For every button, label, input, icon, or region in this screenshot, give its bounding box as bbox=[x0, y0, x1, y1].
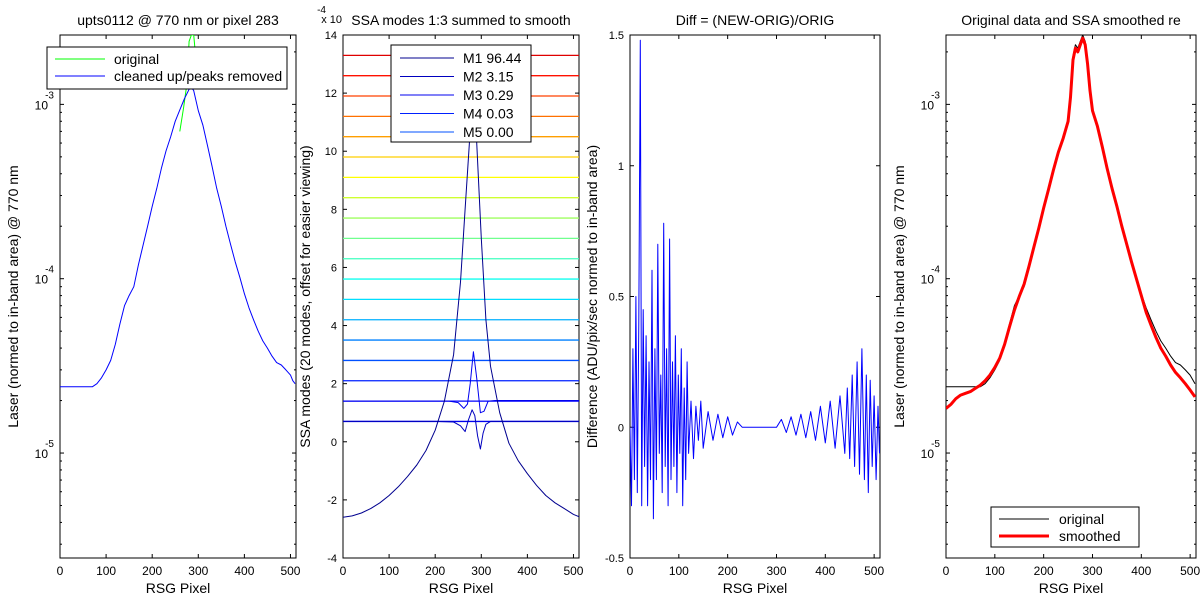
x-tick-label: 0 bbox=[57, 564, 64, 578]
chart-title: Diff = (NEW-ORIG)/ORIG bbox=[676, 12, 835, 28]
y-tick-label: 2 bbox=[331, 379, 337, 391]
y-tick-label: 0.5 bbox=[609, 292, 624, 304]
x-tick-label: 100 bbox=[669, 564, 689, 578]
series-line-1 bbox=[630, 39, 880, 520]
y-axis-label: SSA modes (20 modes, offset for easier v… bbox=[297, 145, 313, 447]
x-tick-label: 300 bbox=[471, 564, 491, 578]
y-tick-exponent: -4 bbox=[931, 265, 940, 276]
plot-area bbox=[59, 34, 297, 559]
chart-title: Original data and SSA smoothed re bbox=[961, 12, 1181, 28]
legend-label: cleaned up/peaks removed bbox=[114, 68, 282, 84]
legend-label: smoothed bbox=[1059, 528, 1120, 544]
x-tick-label: 300 bbox=[766, 564, 786, 578]
x-tick-label: 100 bbox=[96, 564, 116, 578]
y-tick-exponent: -3 bbox=[931, 90, 940, 101]
y-tick-label: 1.5 bbox=[609, 30, 624, 42]
legend-label: original bbox=[1059, 511, 1104, 527]
y-axis-label: Laser (normed to in-band area) @ 770 nm bbox=[891, 165, 907, 427]
y-tick-label: 10 bbox=[35, 98, 49, 112]
x-tick-label: 200 bbox=[1034, 564, 1054, 578]
y-scale-label: x 10 bbox=[321, 14, 342, 26]
y-tick-label: 10 bbox=[35, 273, 49, 287]
y-tick-label: 1 bbox=[618, 161, 624, 173]
y-axis-label: Laser (normed to in-band area) @ 770 nm bbox=[5, 165, 21, 427]
x-tick-label: 500 bbox=[1180, 564, 1200, 578]
x-tick-label: 200 bbox=[718, 564, 738, 578]
x-tick-label: 400 bbox=[815, 564, 835, 578]
x-axis-label: RSG Pixel bbox=[146, 580, 211, 596]
plot-data bbox=[946, 35, 1196, 410]
x-tick-label: 500 bbox=[280, 564, 300, 578]
legend-label: M3 0.29 bbox=[463, 87, 514, 103]
chart-title: upts0112 @ 770 nm or pixel 283 bbox=[77, 12, 279, 28]
plot-area bbox=[945, 34, 1197, 559]
y-axis-label: Difference (ADU/pix/sec normed to in-ban… bbox=[584, 145, 600, 448]
y-scale-exponent: -4 bbox=[317, 5, 326, 16]
series-line-2 bbox=[60, 87, 296, 388]
plot-data bbox=[60, 35, 296, 388]
legend-box bbox=[990, 506, 1140, 548]
y-tick-exponent: -3 bbox=[45, 90, 54, 101]
legend-box bbox=[46, 46, 288, 90]
chart-panel-3: Diff = (NEW-ORIG)/ORIG 0 100 200 300 400 500 RS… bbox=[584, 12, 884, 596]
plot-data bbox=[630, 39, 880, 520]
chart-title: SSA modes 1:3 summed to smooth bbox=[351, 12, 570, 28]
y-tick-label: -0.5 bbox=[605, 553, 624, 565]
x-tick-label: 100 bbox=[985, 564, 1005, 578]
x-axis-label: RSG Pixel bbox=[723, 580, 788, 596]
y-tick-label: 14 bbox=[325, 30, 337, 42]
y-tick-label: 10 bbox=[921, 98, 935, 112]
y-tick-label: 10 bbox=[35, 447, 49, 461]
x-tick-label: 500 bbox=[563, 564, 583, 578]
legend-label: M4 0.03 bbox=[463, 106, 514, 122]
x-tick-label: 400 bbox=[1131, 564, 1151, 578]
y-tick-label: -2 bbox=[327, 495, 337, 507]
x-tick-label: 400 bbox=[517, 564, 537, 578]
y-tick-label: -4 bbox=[327, 553, 337, 565]
y-tick-label: 4 bbox=[331, 321, 337, 333]
x-axis-label: RSG Pixel bbox=[429, 580, 494, 596]
x-tick-label: 200 bbox=[425, 564, 445, 578]
x-tick-label: 0 bbox=[943, 564, 950, 578]
y-tick-label: 0 bbox=[618, 422, 624, 434]
legend-label: M5 0.00 bbox=[463, 124, 514, 140]
x-tick-label: 0 bbox=[340, 564, 347, 578]
series-line-2 bbox=[946, 36, 1196, 410]
x-tick-label: 300 bbox=[188, 564, 208, 578]
x-axis-label: RSG Pixel bbox=[1039, 580, 1104, 596]
mode-2-line bbox=[343, 409, 579, 450]
y-tick-label: 10 bbox=[325, 146, 337, 158]
legend-box bbox=[390, 44, 532, 143]
y-tick-label: 6 bbox=[331, 262, 337, 274]
y-tick-exponent: -4 bbox=[45, 265, 54, 276]
legend-label: M1 96.44 bbox=[463, 50, 522, 66]
plot-area bbox=[629, 34, 881, 559]
mode-3-line bbox=[343, 351, 579, 414]
x-tick-label: 500 bbox=[864, 564, 884, 578]
y-tick-label: 12 bbox=[325, 88, 337, 100]
y-tick-label: 10 bbox=[921, 447, 935, 461]
legend-label: M2 3.15 bbox=[463, 69, 514, 85]
series-line-1 bbox=[179, 35, 197, 132]
legend-label: original bbox=[114, 51, 159, 67]
y-tick-exponent: -5 bbox=[931, 439, 940, 450]
x-tick-label: 200 bbox=[142, 564, 162, 578]
x-tick-label: 300 bbox=[1082, 564, 1102, 578]
chart-panel-1: upts0112 @ 770 nm or pixel 283 0 100 200 300… bbox=[5, 12, 301, 596]
y-tick-label: 0 bbox=[331, 437, 337, 449]
x-tick-label: 400 bbox=[234, 564, 254, 578]
y-tick-label: 10 bbox=[921, 273, 935, 287]
x-tick-label: 100 bbox=[379, 564, 399, 578]
x-tick-label: 0 bbox=[627, 564, 634, 578]
y-tick-label: 8 bbox=[331, 204, 337, 216]
y-tick-exponent: -5 bbox=[45, 439, 54, 450]
chart-panel-4: Original data and SSA smoothed re 0 100 200… bbox=[891, 12, 1200, 596]
